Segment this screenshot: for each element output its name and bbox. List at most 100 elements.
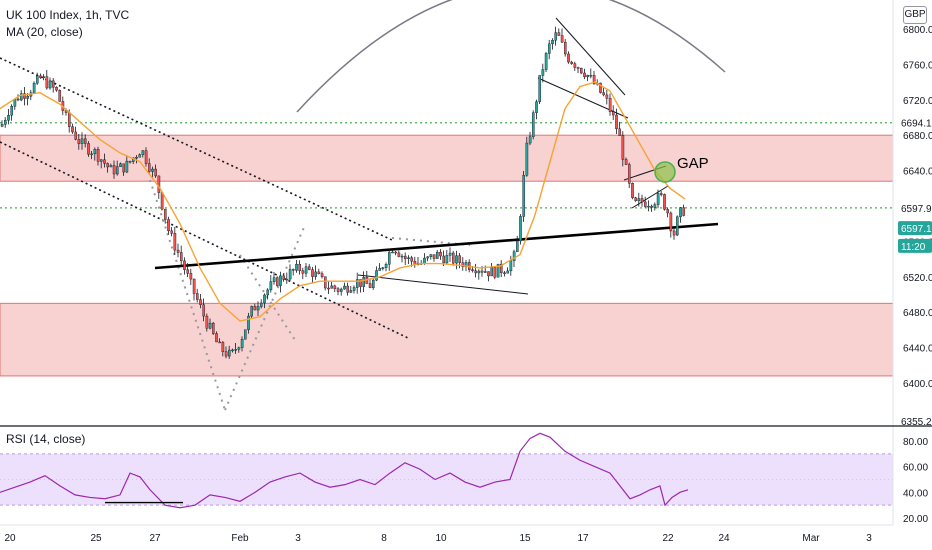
candle-body xyxy=(583,72,586,78)
candle-body xyxy=(231,349,234,352)
candle-body xyxy=(663,194,666,210)
candle-body xyxy=(548,43,551,54)
candle-body xyxy=(560,35,564,43)
rsi-legend[interactable]: RSI (14, close) xyxy=(6,432,86,446)
candle-body xyxy=(215,333,218,343)
rsi-tick-label: 40.00 xyxy=(903,488,928,499)
ma-legend[interactable]: MA (20, close) xyxy=(6,25,83,39)
candle-body xyxy=(266,289,270,296)
candle-body xyxy=(554,32,557,41)
candle-body xyxy=(52,80,55,88)
candle-body xyxy=(474,270,478,274)
candle-body xyxy=(672,230,676,236)
candle-body xyxy=(67,112,71,127)
candle-body xyxy=(650,205,653,208)
candle-body xyxy=(23,93,26,99)
candle-body xyxy=(234,349,238,351)
candle-body xyxy=(112,165,116,175)
time-tick-label: Mar xyxy=(802,533,820,544)
time-tick-label: 22 xyxy=(662,533,674,544)
candle-body xyxy=(243,329,247,340)
candle-body xyxy=(368,283,372,288)
time-tick-label: 15 xyxy=(519,533,531,544)
support-zone xyxy=(0,302,894,377)
tag-level1: 6694.1 xyxy=(898,115,932,130)
candle-body xyxy=(458,255,462,263)
candle-body xyxy=(250,306,254,317)
candle-body xyxy=(461,262,465,267)
tag-level2-text: 6597.9 xyxy=(901,204,932,215)
candle-body xyxy=(634,197,637,202)
price-tick-label: 6440.0 xyxy=(903,344,932,355)
candle-body xyxy=(567,53,570,63)
candle-body xyxy=(298,264,302,271)
currency-badge[interactable]: GBP xyxy=(903,6,927,24)
candle-body xyxy=(404,255,407,259)
candle-body xyxy=(125,160,129,173)
candle-body xyxy=(637,198,641,202)
candle-body xyxy=(477,270,481,274)
candle-body xyxy=(448,252,452,256)
symbol-legend[interactable]: UK 100 Index, 1h, TVC xyxy=(6,8,130,22)
tag-last-bg xyxy=(898,221,932,236)
candle-body xyxy=(308,266,311,270)
candle-body xyxy=(647,205,650,208)
candle-body xyxy=(599,82,602,93)
candle-body xyxy=(176,249,180,253)
candle-body xyxy=(631,183,634,198)
candle-body xyxy=(26,96,30,99)
tag-level2: 6597.9 xyxy=(898,200,932,215)
price-tick-label: 6480.0 xyxy=(903,308,932,319)
candle-body xyxy=(576,67,580,69)
time-tick-label: 24 xyxy=(718,533,730,544)
ma-line xyxy=(0,81,686,322)
candle-body xyxy=(535,101,538,113)
candle-body xyxy=(45,76,49,89)
price-tick-label: 6760.0 xyxy=(903,60,932,71)
candle-body xyxy=(621,135,625,160)
candle-body xyxy=(36,75,39,84)
candle-body xyxy=(544,53,548,70)
candle-body xyxy=(352,287,356,291)
candle-body xyxy=(221,342,225,352)
time-tick-label: 3 xyxy=(295,533,301,544)
candle-body xyxy=(304,266,308,274)
price-tick-label: 6400.0 xyxy=(903,379,932,390)
candle-body xyxy=(80,138,84,144)
rsi-tick-label: 20.00 xyxy=(903,514,928,525)
candle-body xyxy=(39,75,42,78)
candle-body xyxy=(356,279,359,288)
candle-body xyxy=(211,322,215,334)
candle-body xyxy=(589,75,593,77)
rsi-pane[interactable] xyxy=(0,432,893,509)
candle-body xyxy=(253,306,257,311)
candle-body xyxy=(330,285,334,289)
time-tick-label: 25 xyxy=(90,533,102,544)
candle-body xyxy=(525,142,529,176)
candle-body xyxy=(106,163,109,168)
candle-body xyxy=(320,273,324,277)
candle-body xyxy=(384,264,388,268)
candle-body xyxy=(516,240,519,252)
candle-body xyxy=(189,273,193,280)
candle-body xyxy=(628,164,631,184)
candle-body xyxy=(240,338,244,348)
candle-body xyxy=(157,175,161,193)
candle-body xyxy=(192,278,196,294)
candle-body xyxy=(445,255,449,264)
candle-body xyxy=(397,252,401,257)
candle-body xyxy=(423,257,426,264)
candle-body xyxy=(311,269,314,277)
candle-body xyxy=(503,272,506,274)
candle-body xyxy=(122,163,125,173)
candle-body xyxy=(564,41,567,55)
price-pane[interactable]: GAP xyxy=(0,0,894,425)
candle-body xyxy=(580,67,583,74)
candle-body xyxy=(679,207,682,218)
candle-body xyxy=(644,201,647,207)
price-tick-label: 6520.0 xyxy=(903,273,932,284)
candle-body xyxy=(96,149,100,162)
time-tick-label: 10 xyxy=(435,533,447,544)
candle-body xyxy=(163,208,167,220)
